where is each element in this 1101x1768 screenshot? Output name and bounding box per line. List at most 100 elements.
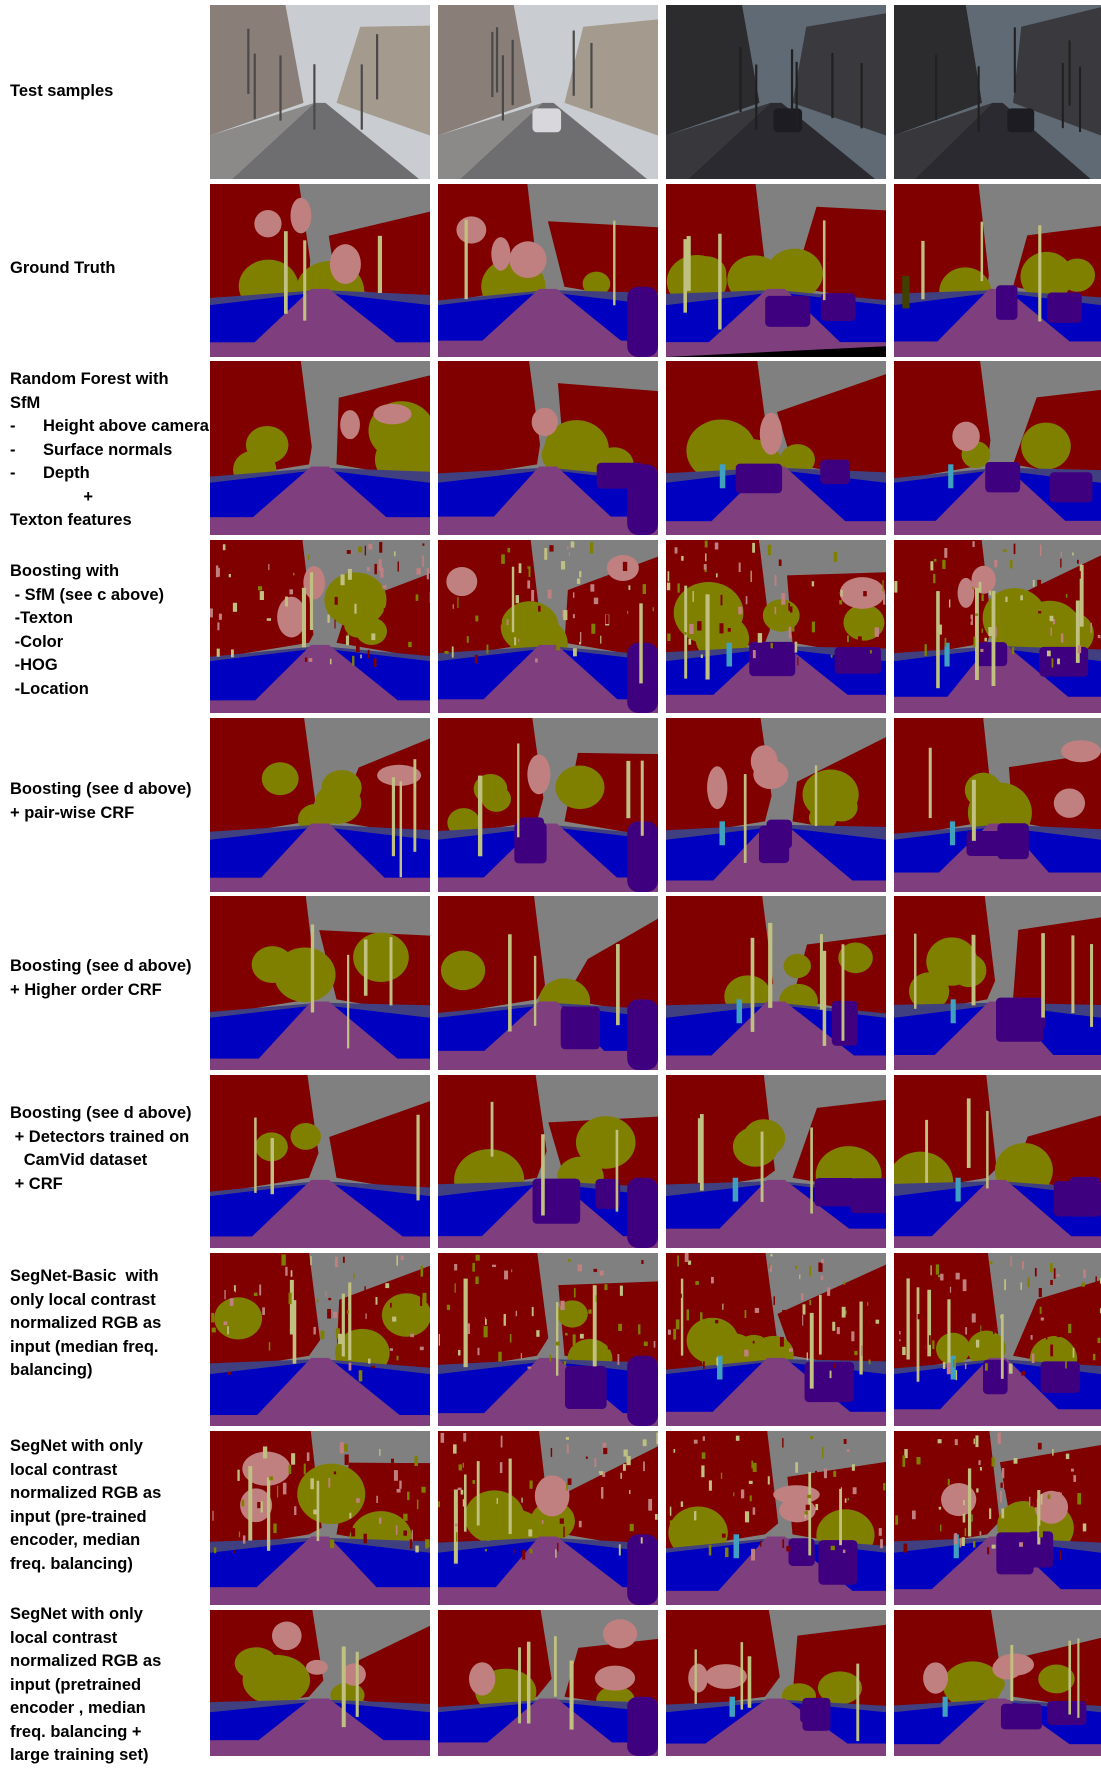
road-region — [210, 878, 430, 892]
segmentation-segnet-large-set-sample-3 — [666, 1610, 886, 1756]
noise-speck — [933, 574, 935, 583]
noise-speck — [291, 1453, 295, 1464]
noise-speck — [812, 581, 814, 586]
sign-region — [272, 1621, 302, 1650]
noise-speck — [438, 1501, 440, 1507]
car-region — [736, 464, 782, 494]
noise-speck — [259, 1285, 261, 1296]
noise-speck — [591, 624, 595, 634]
noise-speck — [381, 645, 383, 650]
noise-speck — [1093, 1354, 1096, 1360]
noise-speck — [285, 597, 288, 607]
noise-speck — [978, 1460, 980, 1465]
photo-pole — [376, 34, 378, 99]
noise-speck — [858, 636, 862, 642]
noise-speck — [781, 593, 785, 605]
pole-region — [454, 1489, 458, 1563]
noise-speck — [670, 1520, 673, 1532]
pole-region — [1010, 1645, 1013, 1701]
noise-speck — [304, 1464, 306, 1475]
pole-region — [400, 781, 402, 877]
noise-speck — [1073, 1348, 1075, 1358]
road-region — [438, 877, 658, 892]
image-canvas — [210, 1075, 430, 1248]
noise-speck — [681, 1501, 683, 1507]
car-region — [818, 1540, 857, 1585]
noise-speck — [746, 596, 748, 604]
row-label-line: Boosting (see d above) — [10, 955, 210, 979]
noise-speck — [346, 636, 349, 646]
noise-speck — [963, 1279, 967, 1291]
image-canvas — [210, 5, 430, 179]
pedestrian-region — [948, 464, 953, 488]
noise-speck — [521, 1498, 522, 1503]
noise-speck — [564, 1361, 566, 1365]
row-label-boosting: Boosting with - SfM (see c above) -Texto… — [10, 560, 210, 701]
noise-speck — [788, 603, 790, 611]
noise-speck — [1002, 1468, 1004, 1478]
image-canvas — [438, 540, 658, 713]
noise-speck — [650, 616, 652, 627]
noise-speck — [285, 1267, 287, 1276]
noise-speck — [716, 1357, 718, 1365]
noise-speck — [939, 1507, 941, 1510]
pole-region — [681, 1279, 683, 1356]
noise-speck — [423, 1472, 427, 1478]
segmentation-boosting-sample-4 — [894, 540, 1101, 713]
car-region — [1047, 292, 1081, 322]
row-label-line: Boosting (see d above) — [10, 1102, 210, 1126]
noise-speck — [751, 1345, 755, 1354]
noise-speck — [626, 1501, 629, 1506]
row-label-line: input (median freq. — [10, 1336, 210, 1360]
noise-speck — [980, 1467, 982, 1471]
noise-speck — [806, 1505, 810, 1510]
noise-speck — [398, 561, 399, 571]
row-label-line: + pair-wise CRF — [10, 802, 210, 826]
noise-speck — [217, 649, 220, 657]
row-label-line: local contrast — [10, 1459, 210, 1483]
noise-speck — [476, 1255, 480, 1261]
car-region — [627, 1534, 658, 1605]
pole-region — [823, 220, 826, 300]
pole-region — [856, 1664, 859, 1741]
image-canvas — [438, 896, 658, 1070]
noise-speck — [277, 1486, 278, 1498]
noise-speck — [976, 1488, 978, 1492]
noise-speck — [1014, 544, 1016, 554]
noise-speck — [340, 1442, 344, 1453]
image-canvas — [894, 540, 1101, 713]
noise-speck — [1039, 1288, 1042, 1297]
noise-speck — [338, 1334, 342, 1344]
noise-speck — [775, 575, 777, 586]
noise-speck — [496, 625, 498, 632]
noise-speck — [293, 573, 295, 576]
noise-speck — [701, 1465, 704, 1477]
noise-speck — [294, 1506, 296, 1515]
noise-speck — [347, 1310, 349, 1313]
photo-pole — [254, 54, 256, 119]
pedestrian-region — [950, 821, 955, 845]
noise-speck — [223, 544, 226, 550]
noise-speck — [709, 1545, 712, 1556]
noise-speck — [916, 1457, 920, 1464]
noise-speck — [972, 1313, 976, 1322]
sign-region — [527, 755, 550, 795]
noise-speck — [780, 1337, 784, 1347]
noise-speck — [753, 1341, 755, 1344]
noise-speck — [1040, 545, 1041, 556]
noise-speck — [234, 1285, 236, 1292]
pole-region — [464, 1474, 467, 1531]
noise-speck — [527, 1295, 531, 1300]
noise-speck — [1014, 1458, 1018, 1464]
image-canvas — [666, 361, 886, 535]
road-region — [438, 1413, 658, 1426]
noise-speck — [345, 1454, 349, 1464]
noise-speck — [1098, 635, 1101, 638]
noise-speck — [397, 1356, 399, 1361]
road-region — [894, 1055, 1101, 1070]
noise-speck — [980, 649, 983, 652]
noise-speck — [422, 1293, 426, 1302]
noise-speck — [468, 1323, 470, 1334]
pole-region — [527, 1642, 531, 1724]
noise-speck — [803, 1304, 806, 1314]
